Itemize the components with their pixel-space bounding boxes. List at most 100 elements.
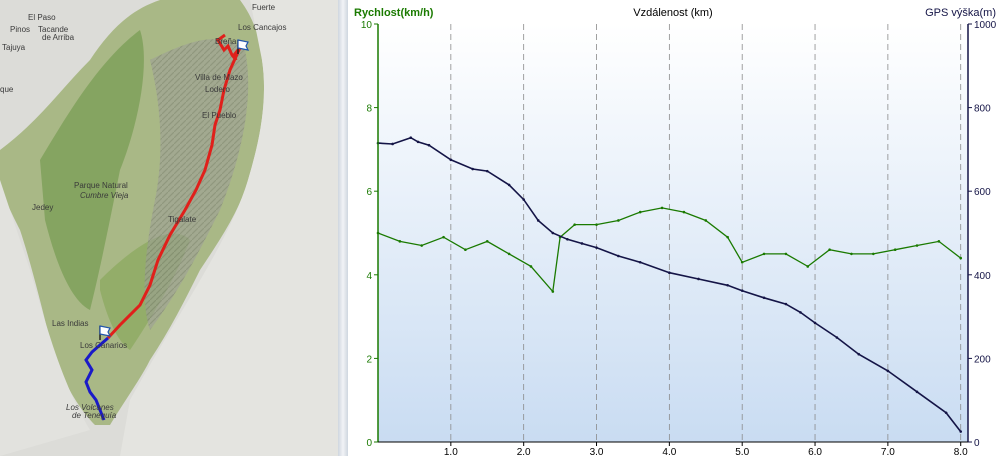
y-right-tick-label: 200 — [974, 354, 991, 365]
chart-panel: Rychlost(km/h) Vzdálenost (km) GPS výška… — [348, 0, 1000, 458]
y-left-tick-label: 10 — [361, 20, 373, 31]
series-point — [944, 411, 948, 415]
x-tick-label: 5.0 — [735, 447, 749, 456]
series-point — [959, 256, 963, 260]
y-right-tick-label: 800 — [974, 104, 991, 115]
series-point — [595, 246, 598, 249]
series-group — [376, 136, 963, 433]
map-label-brena: Breña — [215, 37, 237, 46]
series-point — [806, 265, 810, 268]
series-point — [507, 183, 511, 187]
series-point — [449, 158, 453, 162]
series-point — [857, 352, 861, 356]
series-point — [398, 240, 402, 243]
series-point — [915, 244, 919, 247]
x-tick-label: 6.0 — [808, 447, 822, 456]
map-label-el-paso: El Paso — [28, 13, 56, 22]
map-label-los-canarios: Los Canarios — [80, 341, 127, 350]
y-left-tick-label: 4 — [366, 271, 372, 282]
series-point — [409, 136, 413, 139]
map-panel[interactable]: El Paso Pinos Tacande de Arriba Tajuya q… — [0, 0, 338, 456]
map-label-de-arriba: de Arriba — [42, 33, 75, 42]
map-label-el-pueblo: El Pueblo — [202, 111, 237, 120]
map-label-tajuya: Tajuya — [2, 43, 26, 52]
series-point — [799, 311, 802, 314]
plot-area — [378, 24, 968, 442]
series-point — [937, 240, 941, 243]
series-point — [638, 260, 642, 264]
map-label-tacande: Tacande — [38, 25, 69, 34]
x-tick-label: 8.0 — [954, 447, 968, 456]
series-point — [740, 260, 744, 264]
sea-east — [120, 0, 338, 456]
series-point — [617, 219, 620, 222]
series-point — [915, 390, 919, 394]
series-point — [536, 219, 540, 222]
axes: 0 2 4 6 8 10 0 200 400 600 800 1000 1.0 2.0 3.0 4.0 5.0 6… — [361, 20, 997, 458]
series-point — [660, 206, 664, 210]
map-label-tigalate: Tigalate — [168, 215, 197, 224]
map-label-villa-de-mazo: Villa de Mazo — [195, 73, 243, 82]
x-tick-label: 3.0 — [590, 447, 604, 456]
series-point — [835, 336, 839, 339]
map-label-que: que — [0, 85, 14, 94]
y-axis-right-label: GPS výška(m) — [925, 7, 996, 19]
series-point — [551, 231, 555, 235]
route-blue — [84, 336, 109, 421]
series-point — [485, 240, 489, 243]
series-point — [828, 248, 831, 252]
map-label-lodero: Lodero — [205, 85, 230, 94]
route-map[interactable]: El Paso Pinos Tacande de Arriba Tajuya q… — [0, 0, 338, 456]
series-point — [551, 290, 555, 293]
finish-flag-icon[interactable] — [99, 325, 112, 340]
series-point — [416, 140, 420, 144]
relief-area — [144, 39, 249, 330]
x-tick-label: 2.0 — [517, 447, 531, 456]
y-axis-left-label: Rychlost(km/h) — [354, 7, 434, 19]
series-point — [872, 252, 875, 256]
map-label-de-teneguia: de Teneguía — [72, 411, 117, 420]
sea-west — [0, 180, 90, 456]
series-point — [850, 252, 853, 256]
start-flag-icon[interactable] — [237, 39, 250, 54]
y-right-tick-label: 400 — [974, 271, 991, 282]
x-tick-label: 7.0 — [881, 447, 895, 456]
route-red — [106, 33, 242, 340]
series-point — [762, 296, 766, 300]
series-point — [784, 302, 788, 306]
map-label-cumbre-vieja: Cumbre Vieja — [80, 191, 129, 200]
series-point — [668, 271, 671, 275]
map-label-parque-natural: Parque Natural — [74, 181, 128, 190]
series-point — [697, 277, 700, 281]
y-right-tick-label: 600 — [974, 187, 991, 198]
series-point — [580, 242, 584, 245]
series-point — [740, 289, 744, 292]
x-tick-label: 1.0 — [444, 447, 458, 456]
y-left-tick-label: 0 — [366, 438, 372, 449]
series-point — [427, 143, 431, 147]
y-right-tick-label: 1000 — [974, 20, 997, 31]
series-point — [464, 248, 467, 252]
series-point — [566, 237, 569, 241]
series-point — [726, 283, 729, 287]
series-point — [529, 265, 533, 268]
series-point — [420, 244, 424, 247]
series-point — [391, 142, 394, 146]
map-label-los-cancajos: Los Cancajos — [238, 23, 286, 32]
series-point — [886, 369, 890, 373]
series-point — [959, 430, 963, 433]
series-point — [784, 252, 788, 256]
series-point — [442, 235, 445, 239]
map-label-fuerte: Fuerte — [252, 3, 276, 12]
series-point — [522, 198, 525, 201]
y-left-tick-label: 8 — [366, 104, 372, 115]
x-tick-label: 4.0 — [662, 447, 676, 456]
series-point — [617, 254, 620, 258]
panel-separator[interactable] — [338, 0, 348, 456]
plot-background — [378, 24, 968, 442]
y-left-tick-label: 2 — [366, 354, 372, 365]
series-point — [762, 252, 766, 256]
series-point — [813, 321, 817, 325]
chart-title: Vzdálenost (km) — [633, 7, 712, 19]
forest-area — [40, 30, 144, 310]
